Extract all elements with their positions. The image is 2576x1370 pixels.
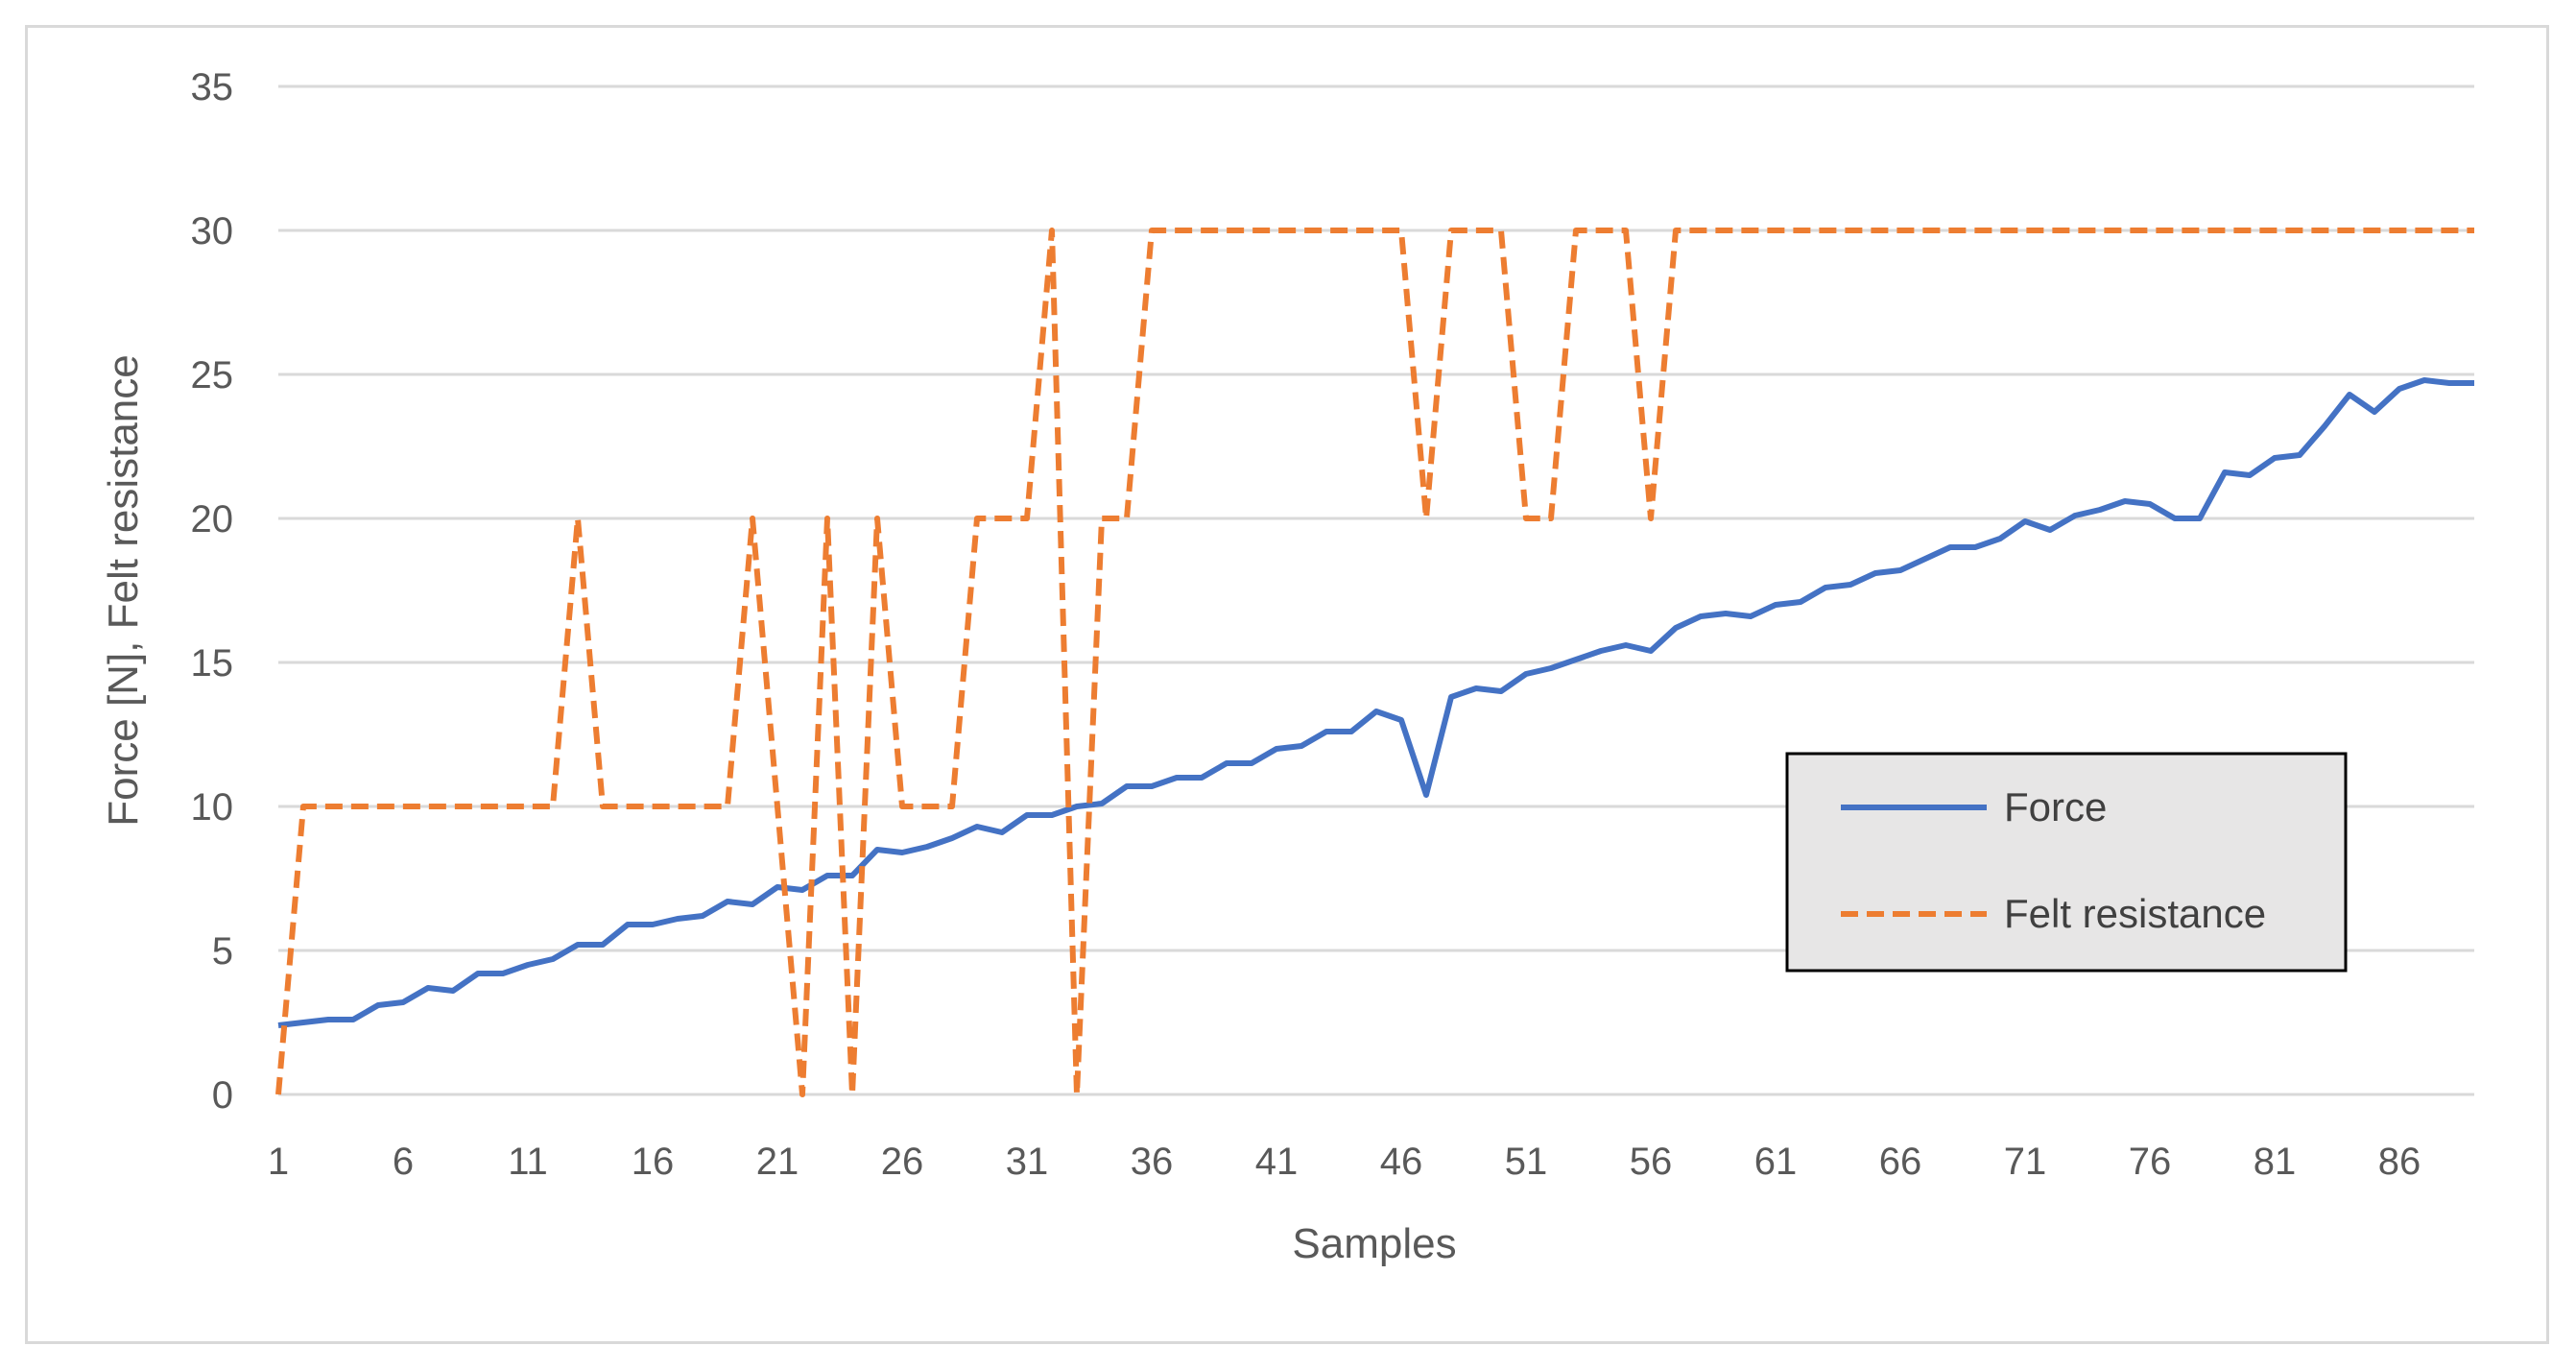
chart-frame	[25, 25, 2549, 1344]
x-tick-label: 86	[2378, 1141, 2421, 1183]
y-tick-label: 10	[191, 786, 234, 829]
y-tick-label: 5	[212, 930, 233, 973]
legend-label-force: Force	[2004, 784, 2107, 829]
y-tick-label: 35	[191, 66, 234, 108]
x-tick-label: 31	[1006, 1141, 1049, 1183]
x-tick-label: 66	[1879, 1141, 1922, 1183]
x-tick-label: 76	[2129, 1141, 2172, 1183]
series-line-force	[277, 377, 2474, 1028]
x-tick-label: 46	[1380, 1141, 1423, 1183]
x-tick-label: 1	[268, 1141, 289, 1183]
x-tick-label: 16	[632, 1141, 675, 1183]
legend-label-felt-resistance: Felt resistance	[2004, 891, 2266, 936]
x-tick-label: 71	[2004, 1141, 2047, 1183]
y-axis-title: Force [N], Felt resistance	[100, 354, 147, 826]
legend: Force Felt resistance	[1785, 752, 2348, 973]
y-tick-labels: 0 5 10 15 20 25 30 35	[191, 66, 234, 1117]
legend-box	[1785, 752, 2348, 973]
y-tick-label: 25	[191, 354, 234, 397]
x-tick-label: 61	[1754, 1141, 1798, 1183]
x-tick-labels: 1 6 11 16 21 26 31 36 41 46 51 56 61 66 71 76 81 86	[268, 1141, 2421, 1183]
x-tick-label: 11	[508, 1141, 548, 1183]
x-tick-label: 81	[2254, 1141, 2297, 1183]
x-tick-label: 26	[881, 1141, 924, 1183]
x-tick-label: 41	[1255, 1141, 1299, 1183]
x-tick-label: 51	[1505, 1141, 1548, 1183]
series-line-felt-resistance	[275, 228, 2474, 1097]
x-axis-title: Samples	[1292, 1220, 1456, 1267]
x-tick-label: 6	[393, 1141, 414, 1183]
x-tick-label: 21	[756, 1141, 799, 1183]
y-tick-label: 0	[212, 1074, 233, 1117]
y-tick-label: 15	[191, 642, 234, 685]
x-tick-label: 36	[1131, 1141, 1174, 1183]
x-tick-label: 56	[1630, 1141, 1673, 1183]
series-lines	[275, 228, 2474, 1097]
y-tick-label: 30	[191, 210, 234, 252]
y-tick-label: 20	[191, 498, 234, 541]
